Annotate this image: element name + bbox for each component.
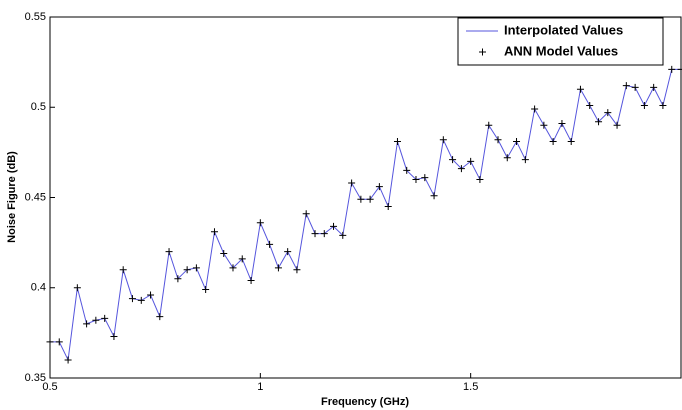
marker [293,266,301,274]
marker [430,192,438,200]
marker [339,231,347,239]
marker [274,264,282,272]
marker [439,136,447,144]
marker [101,314,109,322]
marker [467,157,475,165]
y-tick-label: 0.5 [31,101,46,113]
marker [284,248,292,256]
legend-marker [479,48,486,56]
marker [521,156,529,164]
marker [668,65,676,73]
marker [384,203,392,211]
marker [393,138,401,146]
marker [302,210,310,218]
marker [659,101,667,109]
x-tick-label: 1 [257,381,263,393]
marker [156,313,164,321]
marker [311,230,319,238]
marker [513,138,521,146]
marker [128,295,136,303]
marker [119,266,127,274]
marker [46,338,54,346]
marker [165,248,173,256]
marker [631,83,639,91]
marker [449,156,457,164]
legend-label: ANN Model Values [504,43,618,58]
marker [64,356,72,364]
marker [55,338,63,346]
marker [266,240,274,248]
marker [247,277,255,285]
plot-frame [49,16,682,379]
marker [174,275,182,283]
marker [412,175,420,183]
marker [494,136,502,144]
marker [192,264,200,272]
marker [320,230,328,238]
x-tick-label: 0.5 [42,381,57,393]
marker [650,83,658,91]
y-tick-label: 0.4 [31,282,46,294]
marker [476,175,484,183]
marker [421,174,429,182]
marker [485,121,493,129]
marker [183,266,191,274]
x-tick-label: 1.5 [463,381,478,393]
marker [549,138,557,146]
marker [403,166,411,174]
marker [604,109,612,117]
marker [330,222,338,230]
marker [457,165,465,173]
marker [613,121,621,129]
legend-label: Interpolated Values [504,22,623,37]
x-axis-label: Frequency (GHz) [321,396,409,408]
marker [540,121,548,129]
marker [202,286,210,294]
marker [595,118,603,126]
y-tick-label: 0.35 [25,372,46,384]
marker [83,320,91,328]
marker [357,195,365,203]
marker [137,296,145,304]
marker [92,316,100,324]
marker [567,138,575,146]
marker [256,219,264,227]
marker [558,119,566,127]
marker [220,249,228,257]
marker [147,291,155,299]
marker [531,105,539,113]
marker [640,101,648,109]
line [50,68,681,362]
marker [210,228,218,236]
marker [503,154,511,162]
y-tick-label: 0.55 [25,11,46,23]
marker [238,255,246,263]
marker [375,183,383,191]
marker [110,332,118,340]
marker [576,85,584,93]
y-tick-label: 0.45 [25,191,46,203]
marker [73,284,81,292]
marker [229,264,237,272]
y-axis-label: Noise Figure (dB) [6,151,18,243]
marker [622,82,630,90]
marker [366,195,374,203]
marker [677,65,682,73]
marker [586,101,594,109]
marker [348,179,356,187]
legend-box [457,17,664,66]
